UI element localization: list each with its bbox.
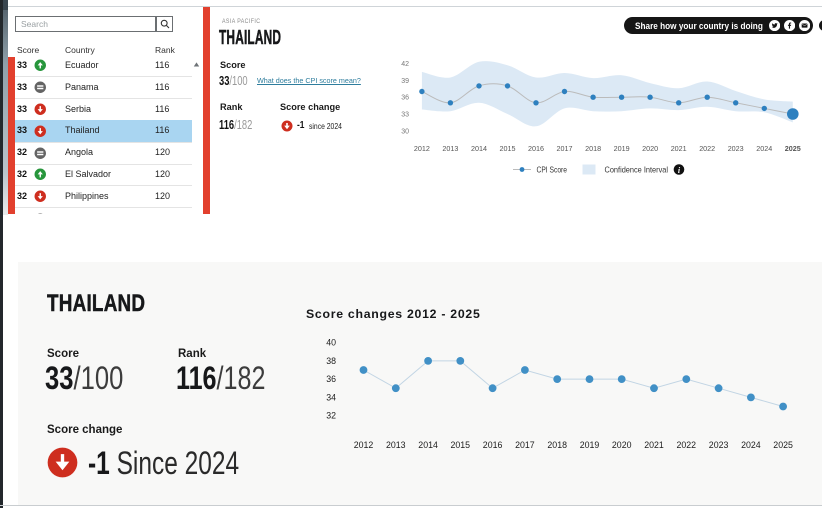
svg-text:2015: 2015 [451, 440, 471, 450]
svg-text:40: 40 [326, 338, 336, 348]
svg-text:2012: 2012 [354, 440, 374, 450]
svg-text:2018: 2018 [585, 144, 601, 153]
svg-text:42: 42 [401, 61, 409, 68]
svg-text:2019: 2019 [614, 144, 630, 153]
svg-text:2021: 2021 [671, 144, 687, 153]
svg-text:33: 33 [401, 112, 409, 119]
svg-text:32: 32 [326, 411, 336, 421]
svg-text:Confidence Interval: Confidence Interval [605, 166, 669, 175]
svg-text:2012: 2012 [414, 144, 430, 153]
svg-text:2022: 2022 [699, 144, 715, 153]
svg-text:2019: 2019 [580, 440, 600, 450]
svg-text:2022: 2022 [677, 440, 697, 450]
svg-text:2018: 2018 [547, 440, 567, 450]
svg-text:39: 39 [401, 78, 409, 85]
svg-text:2024: 2024 [741, 440, 761, 450]
svg-text:2017: 2017 [557, 144, 573, 153]
svg-text:2017: 2017 [515, 440, 535, 450]
svg-text:38: 38 [326, 356, 336, 366]
svg-text:36: 36 [401, 95, 409, 102]
svg-text:2014: 2014 [418, 440, 438, 450]
svg-text:2016: 2016 [483, 440, 503, 450]
svg-text:CPI Score: CPI Score [537, 166, 568, 175]
svg-text:2020: 2020 [612, 440, 632, 450]
svg-text:2024: 2024 [756, 144, 772, 153]
svg-text:2020: 2020 [642, 144, 658, 153]
svg-text:2016: 2016 [528, 144, 544, 153]
svg-text:34: 34 [326, 392, 336, 402]
svg-text:2014: 2014 [471, 144, 487, 153]
svg-text:2021: 2021 [644, 440, 664, 450]
svg-text:30: 30 [401, 128, 409, 135]
svg-text:2023: 2023 [709, 440, 729, 450]
svg-text:2025: 2025 [773, 440, 793, 450]
svg-text:2025: 2025 [785, 144, 801, 153]
svg-text:i: i [678, 166, 681, 175]
svg-text:2015: 2015 [500, 144, 516, 153]
svg-text:2023: 2023 [728, 144, 744, 153]
svg-text:36: 36 [326, 374, 336, 384]
svg-text:2013: 2013 [386, 440, 406, 450]
svg-text:2013: 2013 [442, 144, 458, 153]
